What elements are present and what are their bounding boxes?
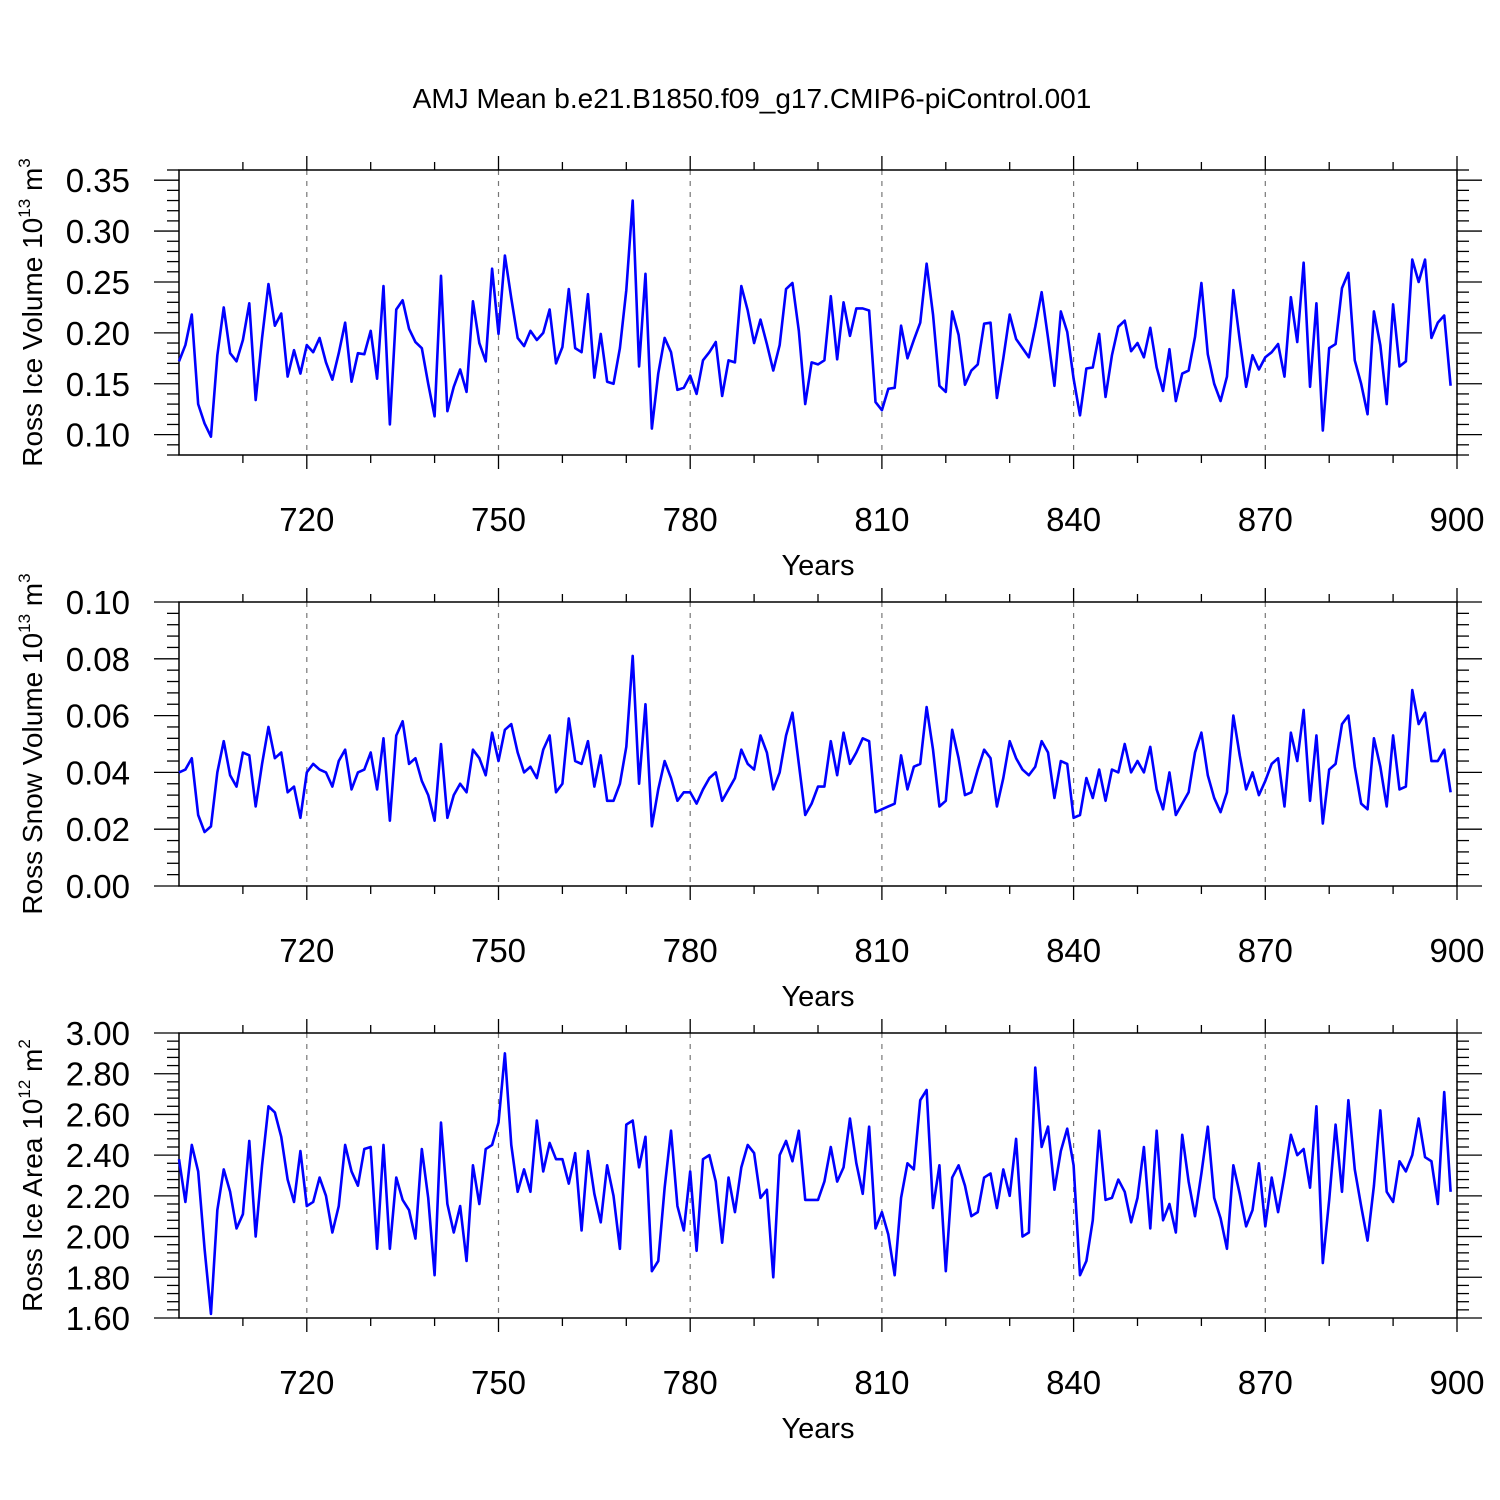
x-tick-label: 780 [663,501,718,538]
x-tick-label: 870 [1238,1364,1293,1401]
y-tick-label: 0.08 [66,641,130,678]
y-axis-label-unit-exponent: 3 [15,158,34,167]
y-axis-label-exponent: 12 [15,1080,34,1099]
y-axis-label-unit: m [17,583,48,614]
y-axis-label: Ross Ice Area 1012 m2 [15,1039,48,1312]
x-tick-label: 870 [1238,932,1293,969]
y-tick-label: 1.80 [66,1259,130,1296]
series-line-ross-ice-volume [177,199,1452,438]
chart-title: AMJ Mean b.e21.B1850.f09_g17.CMIP6-piCon… [413,83,1092,114]
x-tick-label: 810 [854,932,909,969]
panel-ross-ice-area: 720 750 780 810 840 870 900 Years 1.60 1.802.00 2.… [15,1015,1485,1445]
y-tick-label: 0.04 [66,754,130,791]
x-tick-label: 900 [1429,1364,1484,1401]
y-tick-label: 0.02 [66,811,130,848]
x-tick-label: 900 [1429,501,1484,538]
y-tick-label: 1.60 [66,1300,130,1337]
y-tick-label: 0.20 [66,315,130,352]
x-tick-label: 840 [1046,932,1101,969]
x-axis-label: Years [781,550,854,582]
y-tick-label: 2.60 [66,1096,130,1133]
x-tick-label: 900 [1429,932,1484,969]
y-tick-label: 0.10 [66,417,130,454]
x-tick-label: 750 [471,932,526,969]
x-tick-label: 840 [1046,501,1101,538]
y-tick-label: 3.00 [66,1015,130,1052]
y-tick-label: 2.80 [66,1056,130,1093]
y-axis-label-unit-exponent: 2 [15,1039,34,1048]
x-tick-label: 780 [663,1364,718,1401]
x-tick-label: 780 [663,932,718,969]
series-line-ross-ice-area [177,1052,1452,1316]
panel-ross-ice-volume: 720 750 780 810 840 870 900 Years 0.10 0.15 0.20 0.… [15,156,1485,582]
panel-ross-snow-volume: 720 750 780 810 840 870 900 Years 0.00 0.02 0.04 0.… [15,573,1485,1013]
x-tick-label: 750 [471,501,526,538]
y-tick-label: 0.25 [66,264,130,301]
y-axis-label-exponent: 13 [15,199,34,218]
y-tick-label: 0.10 [66,584,130,621]
y-tick-label: 2.40 [66,1137,130,1174]
series-line-ross-snow-volume [178,654,1452,834]
x-tick-label: 840 [1046,1364,1101,1401]
y-axis-label-text: Ross Snow Volume 10 [17,633,48,915]
y-tick-label: 0.35 [66,162,130,199]
y-axis-label-exponent: 13 [15,614,34,633]
y-axis-label: Ross Ice Volume 1013 m3 [15,158,48,467]
x-tick-label: 720 [279,932,334,969]
y-tick-label: 0.30 [66,213,130,250]
y-axis-label-text: Ross Ice Area 10 [17,1099,48,1312]
y-tick-label: 0.15 [66,366,130,403]
x-tick-label: 810 [854,1364,909,1401]
y-tick-label: 2.00 [66,1219,130,1256]
x-tick-label: 810 [854,501,909,538]
y-tick-label: 0.06 [66,698,130,735]
x-axis-label: Years [781,1413,854,1445]
y-axis-label-unit: m [17,1049,48,1080]
y-axis-label-unit: m [17,168,48,199]
x-tick-label: 750 [471,1364,526,1401]
x-tick-label: 720 [279,501,334,538]
y-axis-label: Ross Snow Volume 1013 m3 [15,573,48,914]
y-axis-label-text: Ross Ice Volume 10 [17,218,48,467]
x-tick-label: 870 [1238,501,1293,538]
y-axis-label-unit-exponent: 3 [15,573,34,582]
x-axis-label: Years [781,981,854,1013]
y-tick-label: 2.20 [66,1178,130,1215]
plot-frame [178,601,1458,887]
y-tick-label: 0.00 [66,868,130,905]
x-tick-label: 720 [279,1364,334,1401]
